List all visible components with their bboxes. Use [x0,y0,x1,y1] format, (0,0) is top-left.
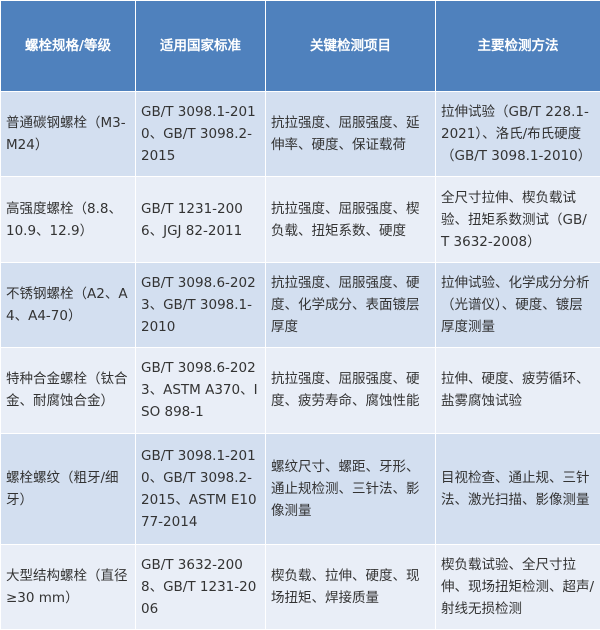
table-cell: 目视检查、通止规、三针法、激光扫描、影像测量 [435,432,600,545]
table-cell: 拉伸试验（GB/T 228.1-2021）、洛氏/布氏硬度（GB/T 3098.… [435,90,600,178]
table-cell: 高强度螺栓（8.8、10.9、12.9） [0,176,136,263]
table-cell: 全尺寸拉伸、楔负载试验、扭矩系数测试（GB/T 3632-2008） [435,176,600,263]
table-cell: 普通碳钢螺栓（M3-M24） [0,90,136,178]
table-cell: 大型结构螺栓（直径≥30 mm） [0,543,136,630]
header-cell: 主要检测方法 [435,0,600,92]
table-cell: 不锈钢螺栓（A2、A4、A4-70） [0,261,136,349]
table-cell: 抗拉强度、屈服强度、楔负载、扭矩系数、硬度 [265,176,436,263]
table-cell: 螺纹尺寸、螺距、牙形、通止规检测、三针法、影像测量 [265,432,436,545]
table-row: 大型结构螺栓（直径≥30 mm） GB/T 3632-2008、GB/T 1231… [0,543,600,630]
table-cell: 拉伸试验、化学成分分析（光谱仪）、硬度、镀层厚度测量 [435,261,600,349]
table-cell: 螺栓螺纹（粗牙/细牙） [0,432,136,545]
table-cell: 楔负载试验、全尺寸拉伸、现场扭矩检测、超声/射线无损检测 [435,543,600,630]
header-cell: 螺栓规格/等级 [0,0,136,92]
header-cell: 关键检测项目 [265,0,436,92]
table-row: 特种合金螺栓（钛合金、耐腐蚀合金） GB/T 3098.6-2023、ASTM A… [0,347,600,434]
table-row: 不锈钢螺栓（A2、A4、A4-70） GB/T 3098.6-2023、GB/T … [0,261,600,349]
table-row: 螺栓螺纹（粗牙/细牙） GB/T 3098.1-2010、GB/T 3098.2-… [0,432,600,545]
table-cell: 抗拉强度、屈服强度、延伸率、硬度、保证载荷 [265,90,436,178]
table-cell: GB/T 3632-2008、GB/T 1231-2006 [135,543,266,630]
table-cell: GB/T 3098.6-2023、ASTM A370、ISO 898-1 [135,347,266,434]
table-body: 普通碳钢螺栓（M3-M24） GB/T 3098.1-2010、GB/T 3098… [0,90,600,630]
table-row: 普通碳钢螺栓（M3-M24） GB/T 3098.1-2010、GB/T 3098… [0,90,600,178]
table-cell: 抗拉强度、屈服强度、硬度、疲劳寿命、腐蚀性能 [265,347,436,434]
table-row: 高强度螺栓（8.8、10.9、12.9） GB/T 1231-2006、JGJ 8… [0,176,600,263]
table-cell: GB/T 3098.1-2010、GB/T 3098.2-2015 [135,90,266,178]
table-cell: GB/T 3098.1-2010、GB/T 3098.2-2015、ASTM E… [135,432,266,545]
header-cell: 适用国家标准 [135,0,266,92]
table-cell: 楔负载、拉伸、硬度、现场扭矩、焊接质量 [265,543,436,630]
table-cell: GB/T 3098.6-2023、GB/T 3098.1-2010 [135,261,266,349]
table-cell: GB/T 1231-2006、JGJ 82-2011 [135,176,266,263]
table-cell: 特种合金螺栓（钛合金、耐腐蚀合金） [0,347,136,434]
table-cell: 抗拉强度、屈服强度、硬度、化学成分、表面镀层厚度 [265,261,436,349]
table-cell: 拉伸、硬度、疲劳循环、盐雾腐蚀试验 [435,347,600,434]
header-row: 螺栓规格/等级 适用国家标准 关键检测项目 主要检测方法 [0,0,600,92]
